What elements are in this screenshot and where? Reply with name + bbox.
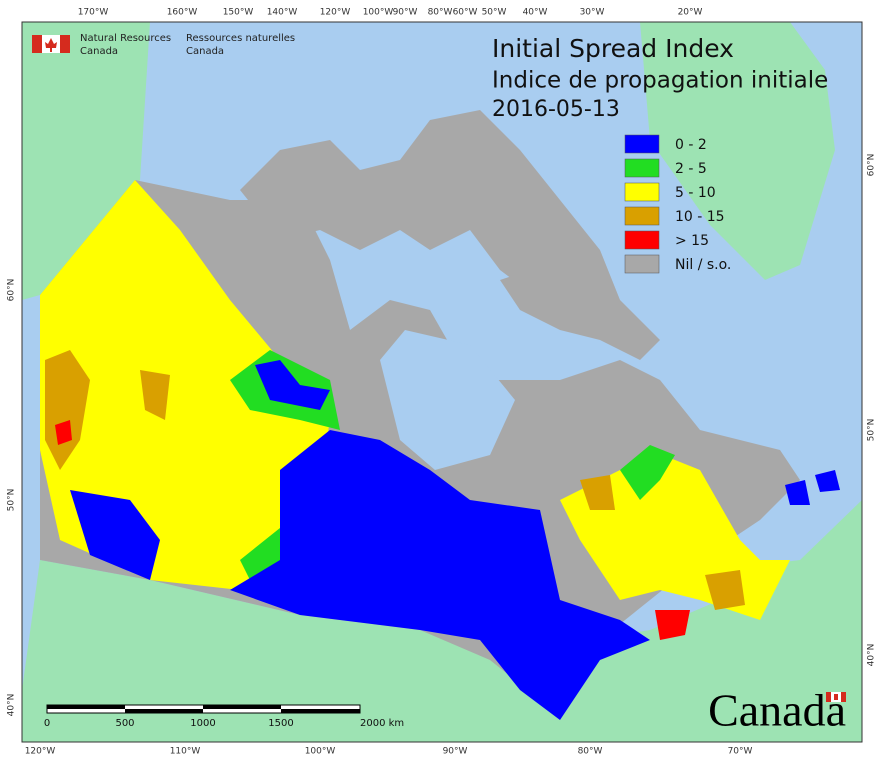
scale-bar-segment [125, 709, 203, 713]
scale-label: 1500 [268, 718, 293, 729]
latitude-label: 60°N [7, 279, 17, 302]
alaska [22, 22, 150, 300]
legend-label: 5 - 10 [675, 185, 716, 201]
longitude-label: 140°W [267, 8, 298, 18]
latitude-label: 50°N [7, 489, 17, 512]
fire-zone-orange-central [140, 370, 170, 420]
legend-swatch [624, 230, 660, 250]
legend: 0 - 2 2 - 5 5 - 10 10 - 15 > 15 Nil / s.o. [624, 134, 731, 274]
latitude-label: 50°N [867, 419, 877, 442]
fire-zone-green-quebec [620, 445, 675, 500]
hudson-bay [380, 330, 515, 470]
legend-label: 10 - 15 [675, 209, 725, 225]
scale-bar-segment [281, 709, 360, 713]
agency-en: Canada [80, 46, 118, 57]
fire-zone-red-ns [655, 610, 690, 640]
latitude-label: 40°N [867, 644, 877, 667]
map-frame [21, 21, 863, 743]
fire-zone-blue-newfoundland [785, 480, 810, 505]
longitude-label: 160°W [167, 8, 198, 18]
legend-swatch [624, 206, 660, 226]
longitude-label: 70°W [728, 747, 753, 757]
scale-bar-segment [47, 705, 125, 709]
fire-zone-orange-quebec [580, 475, 615, 510]
longitude-label: 20°W [678, 8, 703, 18]
longitude-label: 60°W [453, 8, 478, 18]
map-date: 2016-05-13 [492, 97, 620, 122]
longitude-label: 80°W [428, 8, 453, 18]
legend-label: 2 - 5 [675, 161, 707, 177]
united-states [22, 500, 862, 742]
legend-swatch [624, 158, 660, 178]
longitude-label: 150°W [223, 8, 254, 18]
latitude-label: 60°N [867, 154, 877, 177]
longitude-label: 80°W [578, 747, 603, 757]
longitude-label: 120°W [320, 8, 351, 18]
maple-leaf [45, 38, 57, 52]
fire-zone-blue-bc [70, 490, 160, 580]
agency-fr: Canada [186, 46, 224, 57]
baffin-island [500, 260, 660, 360]
fire-zone-blue-labrador [815, 470, 840, 492]
longitude-label: 100°W [363, 8, 394, 18]
scale-label: 0 [44, 718, 50, 729]
legend-label: > 15 [675, 233, 709, 249]
longitude-label: 90°W [393, 8, 418, 18]
scale-label: 500 [115, 718, 134, 729]
flag-bar [32, 35, 42, 53]
legend-label: Nil / s.o. [675, 257, 731, 273]
longitude-label: 30°W [580, 8, 605, 18]
scale-label: 2000 km [360, 718, 404, 729]
maple-leaf [834, 694, 838, 700]
canada-wordmark: Canada [708, 685, 846, 736]
map [22, 22, 862, 742]
graticule-labels: 170°W 160°W 150°W 140°W 120°W 100°W 90°W 80°W 60… [7, 8, 877, 757]
wordmark: Canada [708, 685, 846, 736]
longitude-label: 170°W [78, 8, 109, 18]
legend-swatch [624, 182, 660, 202]
agency-fr: Ressources naturelles [186, 33, 295, 44]
legend-swatch [624, 254, 660, 274]
longitude-label: 100°W [305, 747, 336, 757]
fire-zone-red-west [55, 420, 72, 445]
scale-bar-segment [203, 705, 281, 709]
longitude-label: 120°W [25, 747, 56, 757]
latitude-label: 40°N [7, 694, 17, 717]
scale-label: 1000 [190, 718, 215, 729]
legend-swatch [624, 134, 660, 154]
longitude-label: 50°W [482, 8, 507, 18]
flag-bar [841, 692, 846, 702]
map-subtitle: Indice de propagation initiale [492, 68, 828, 94]
fire-zone-orange-west [45, 350, 90, 470]
fire-zone-yellow-west [40, 180, 330, 590]
longitude-label: 90°W [443, 747, 468, 757]
fire-zone-blue-north [255, 360, 330, 410]
flag-bar [826, 692, 831, 702]
agency-signature: Natural Resources Canada Ressources natu… [32, 33, 295, 57]
agency-en: Natural Resources [80, 33, 171, 44]
greenland [640, 22, 835, 280]
scale-bar: 0 500 1000 1500 2000 km [44, 704, 404, 729]
flag-bar [60, 35, 70, 53]
longitude-label: 110°W [170, 747, 201, 757]
legend-label: 0 - 2 [675, 137, 707, 153]
fire-zone-orange-maritimes [705, 570, 745, 610]
longitude-label: 40°W [523, 8, 548, 18]
fire-zone-blue-central [230, 430, 650, 720]
map-title: Initial Spread Index [492, 34, 734, 63]
